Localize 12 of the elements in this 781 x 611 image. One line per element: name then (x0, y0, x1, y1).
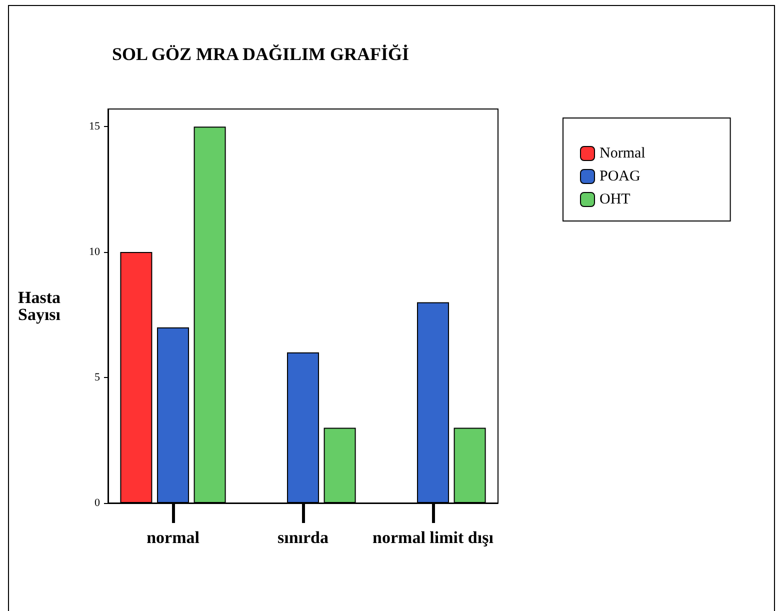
y-axis-title: Hasta Sayısı (18, 288, 61, 324)
legend-label: Normal (600, 146, 646, 162)
x-tick-label: normal limit dışı (372, 528, 494, 547)
x-tick-label: sınırda (277, 528, 329, 547)
chart-title: SOL GÖZ MRA DAĞILIM GRAFİĞİ (112, 44, 410, 64)
y-tick-label: 15 (89, 120, 100, 133)
legend-label: POAG (600, 168, 641, 184)
y-tick-label: 5 (94, 372, 100, 384)
x-tick-label: normal (146, 528, 200, 547)
y-tick-label: 10 (89, 246, 100, 258)
y-tick-label: 0 (94, 497, 100, 509)
legend-label: OHT (600, 192, 630, 208)
